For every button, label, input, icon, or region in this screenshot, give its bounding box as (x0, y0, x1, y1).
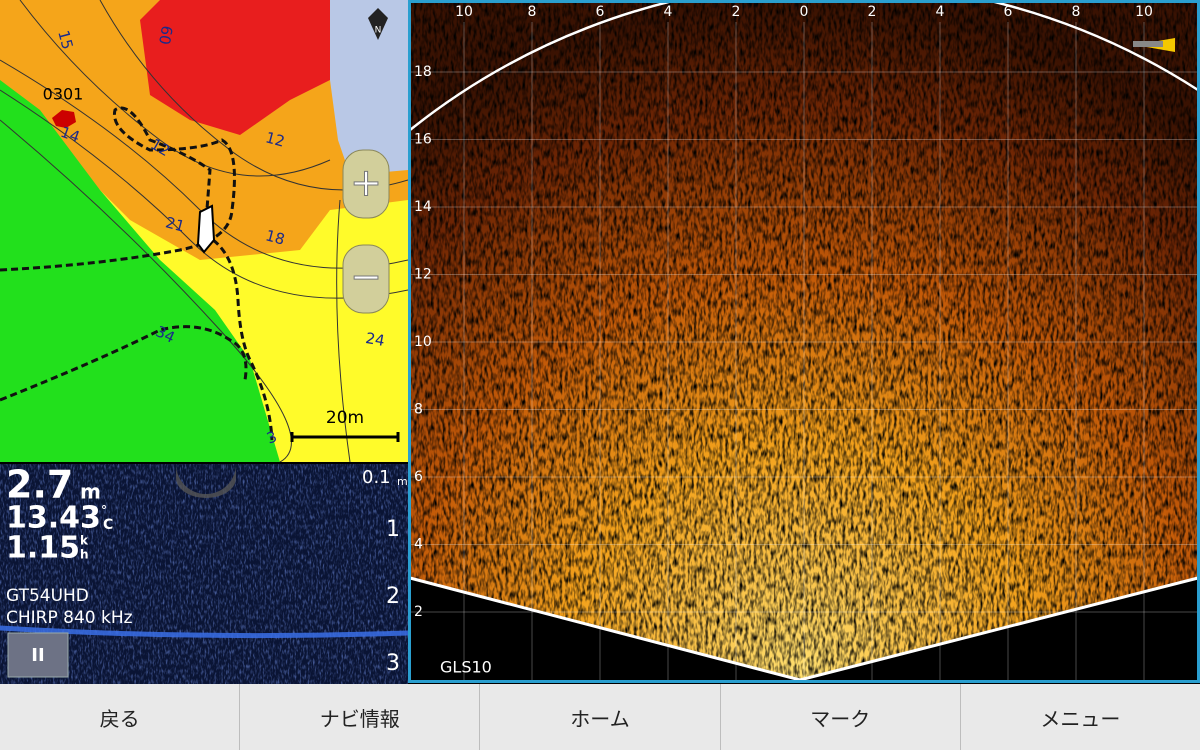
temperature-unit-top: ° (101, 504, 107, 518)
contour-label: 21 (164, 213, 187, 235)
north-arrow (368, 8, 388, 40)
temperature-value: 13.43 (6, 501, 101, 536)
zoom-in-button[interactable] (342, 149, 390, 219)
zoom-out-button[interactable] (342, 244, 390, 314)
y-label: 14 (414, 199, 432, 215)
range-unit: m (397, 475, 408, 488)
x-label: 6 (596, 4, 605, 20)
speed-value: 1.15 (6, 531, 80, 566)
speed-unit-bottom: h (80, 548, 89, 562)
x-label: 8 (1072, 4, 1081, 20)
x-label: 10 (1135, 4, 1153, 20)
scale-label: 20m (326, 408, 364, 428)
nav-bar: 戻る ナビ情報 ホーム マーク メニュー (0, 684, 1200, 750)
contour-label: 18 (264, 226, 287, 248)
depth-value: 2.7 (6, 463, 73, 507)
north-label: N (375, 26, 382, 36)
transducer-model: GT54UHD (6, 586, 89, 606)
nav-button[interactable]: マーク (721, 684, 961, 750)
depth-scale-label: 3 (386, 651, 400, 676)
x-label: 0 (800, 4, 809, 20)
range-top: 0.1 (362, 467, 391, 488)
depth-unit: m (80, 480, 101, 504)
contour-label: 12 (264, 128, 287, 150)
scale-bar (290, 432, 400, 442)
contour-label: 60 (155, 24, 176, 46)
x-label: 4 (664, 4, 673, 20)
x-label: 2 (868, 4, 877, 20)
map-water (330, 0, 408, 175)
x-label: 10 (455, 4, 473, 20)
contour-label: 14 (58, 123, 82, 146)
waypoint-icon[interactable] (52, 110, 76, 128)
waypoint-label: 0301 (43, 85, 84, 104)
zoom-out-label: − (350, 255, 382, 299)
nav-button[interactable]: 戻る (0, 684, 241, 750)
map-green (0, 80, 280, 462)
speed-unit-top: k (80, 534, 89, 548)
x-label: 4 (936, 4, 945, 20)
boat-icon (196, 204, 216, 254)
pause-label: II (31, 645, 44, 666)
active-frame (408, 0, 1200, 683)
depth-scale-label: 2 (386, 584, 400, 609)
y-label: 6 (414, 469, 423, 485)
zoom-in-label: + (350, 161, 382, 205)
contour-label: 24 (364, 329, 386, 350)
nav-button[interactable]: メニュー (1040, 706, 1121, 731)
temperature-unit-bottom: C (103, 517, 113, 533)
x-label: 6 (1004, 4, 1013, 20)
depth-scale-label: 1 (386, 517, 400, 542)
contour-label: 15 (54, 28, 76, 51)
y-label: 10 (414, 334, 432, 350)
y-label: 16 (414, 132, 432, 148)
sonar-model: GLS10 (440, 658, 492, 677)
x-label: 8 (528, 4, 537, 20)
nav-button[interactable]: ナビ情報 (240, 684, 481, 750)
x-label: 2 (732, 4, 741, 20)
map-deep-red (140, 0, 330, 135)
y-label: 12 (414, 267, 432, 283)
livescope-panel: 10 8 6 4 2 0 2 4 6 8 10 18 16 14 12 10 8 6 4 2 GLS10 (408, 0, 1200, 684)
sounder-panel: 2.7 m 13.43 ° C 1.15 k h 0.1 m GT54UHD C… (0, 463, 409, 684)
pause-button[interactable] (7, 632, 69, 678)
nav-button[interactable]: ホーム (480, 684, 721, 750)
y-label: 2 (414, 604, 423, 620)
frequency-mode: CHIRP 840 kHz (6, 608, 133, 628)
y-label: 4 (414, 537, 423, 553)
y-label: 18 (414, 64, 432, 80)
map-yellow (0, 80, 408, 462)
y-label: 8 (414, 402, 423, 418)
